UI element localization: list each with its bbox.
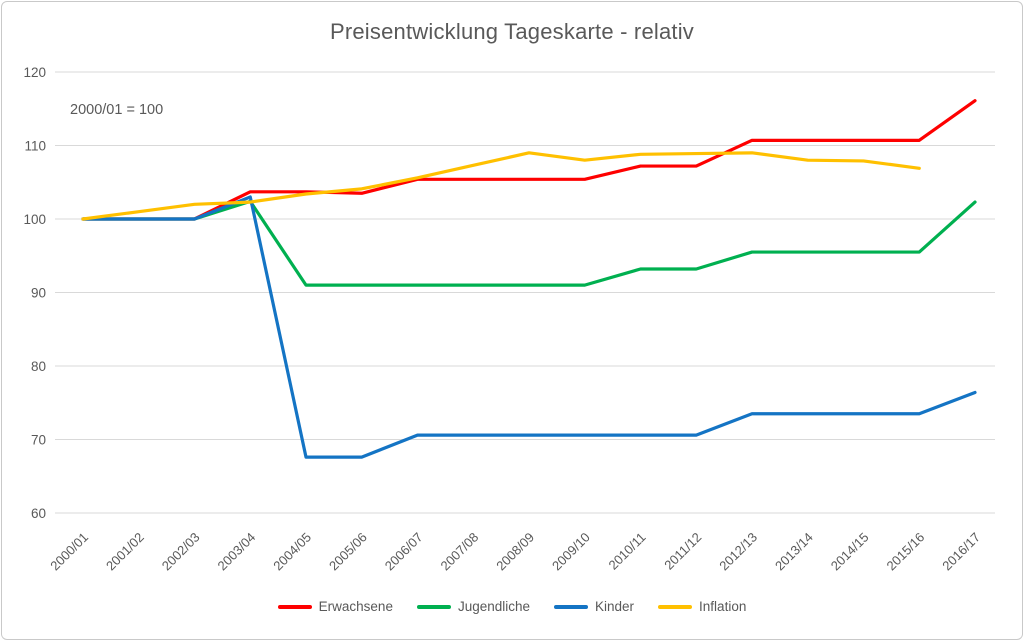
legend-label: Jugendliche [457, 599, 531, 614]
legend-label: Kinder [595, 599, 635, 614]
baseline-annotation: 2000/01 = 100 [70, 102, 164, 118]
y-axis-tick-label: 60 [31, 506, 46, 521]
x-axis-tick-label: 2012/13 [716, 530, 760, 574]
y-axis-tick-label: 90 [31, 286, 46, 301]
x-axis-tick-label: 2006/07 [382, 530, 426, 574]
series-line-inflation [81, 151, 921, 221]
y-axis-tick-label: 80 [31, 359, 46, 374]
x-axis-tick-label: 2000/01 [47, 530, 91, 574]
x-axis-tick-label: 2003/04 [215, 530, 259, 574]
legend-label: Erwachsene [318, 599, 393, 614]
legend: Erwachsene Jugendliche Kinder Inflation [0, 599, 1024, 614]
series-line-erwachsene [81, 99, 977, 221]
x-axis-tick-label: 2013/14 [772, 530, 816, 574]
legend-marker-kinder [554, 604, 589, 609]
legend-item-erwachsene: Erwachsene [277, 599, 393, 614]
y-axis-tick-label: 110 [24, 139, 46, 154]
series-line-jugendliche [81, 199, 977, 287]
x-axis-tick-label: 2007/08 [438, 530, 482, 574]
legend-label: Inflation [699, 599, 747, 614]
x-axis-tick-label: 2010/11 [605, 530, 648, 573]
series-line-kinder [81, 195, 977, 459]
legend-marker-inflation [658, 604, 693, 609]
legend-marker-jugendliche [416, 604, 451, 609]
x-axis-tick-label: 2004/05 [270, 530, 314, 574]
y-axis-tick-label: 120 [23, 65, 46, 80]
x-axis-tick-label: 2009/10 [549, 530, 593, 574]
chart-title: Preisentwicklung Tageskarte - relativ [329, 19, 695, 44]
x-axis-tick-label: 2008/09 [493, 530, 537, 574]
y-axis-tick-label: 70 [31, 433, 46, 448]
x-axis-tick-label: 2016/17 [939, 530, 983, 574]
y-axis-tick-label: 100 [23, 212, 46, 227]
legend-item-kinder: Kinder [554, 599, 634, 614]
x-axis-tick-label: 2015/16 [884, 530, 928, 574]
x-axis-tick-label: 2001/02 [103, 530, 147, 574]
legend-item-jugendliche: Jugendliche [416, 599, 531, 614]
legend-item-inflation: Inflation [658, 599, 746, 614]
x-axis-tick-label: 2011/12 [661, 530, 704, 573]
legend-marker-erwachsene [277, 604, 312, 609]
x-axis-tick-label: 2014/15 [828, 530, 872, 574]
x-axis-tick-label: 2002/03 [159, 530, 203, 574]
x-axis-tick-label: 2005/06 [326, 530, 370, 574]
